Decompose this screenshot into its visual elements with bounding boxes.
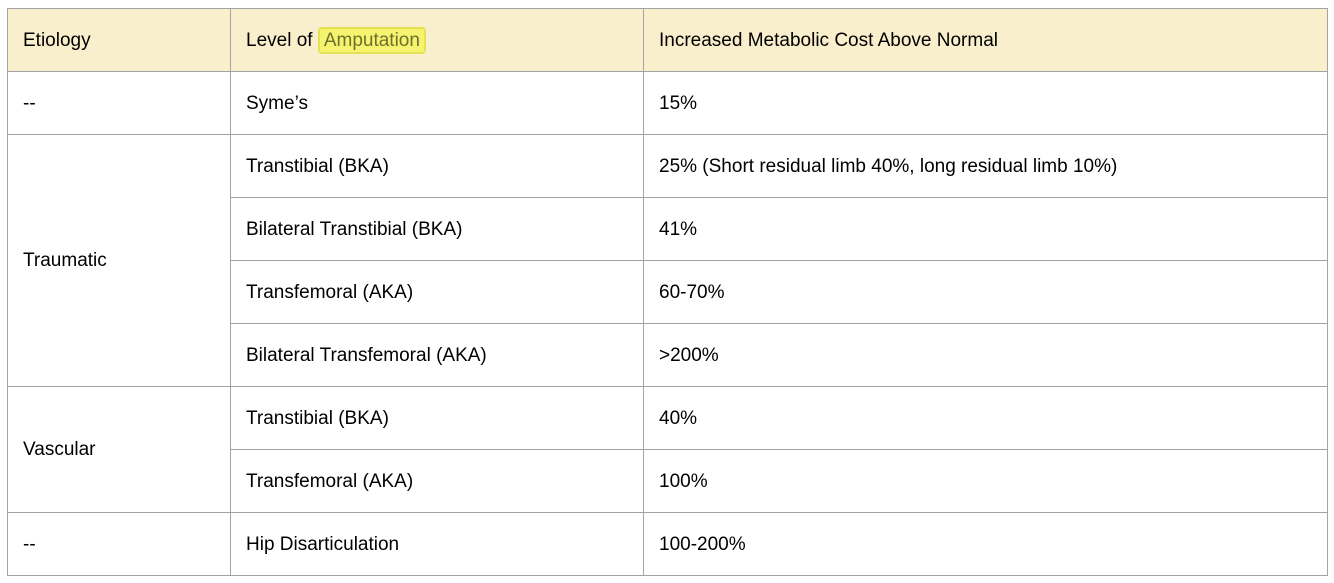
level-cell: Bilateral Transtibial (BKA) bbox=[230, 197, 644, 261]
cost-cell: >200% bbox=[643, 323, 1328, 387]
etiology-cell: Vascular bbox=[7, 386, 231, 513]
document-table-container: Etiology Level of Amputation Increased M… bbox=[7, 8, 1328, 576]
table-row: Transfemoral (AKA) 60-70% bbox=[8, 260, 1328, 324]
cost-cell: 100-200% bbox=[643, 512, 1328, 576]
level-cell: Transfemoral (AKA) bbox=[230, 260, 644, 324]
cost-cell: 25% (Short residual limb 40%, long resid… bbox=[643, 134, 1328, 198]
cost-cell: 15% bbox=[643, 71, 1328, 135]
cost-cell: 41% bbox=[643, 197, 1328, 261]
level-cell: Syme’s bbox=[230, 71, 644, 135]
level-cell: Bilateral Transfemoral (AKA) bbox=[230, 323, 644, 387]
metabolic-cost-table: Etiology Level of Amputation Increased M… bbox=[7, 8, 1328, 576]
cost-cell: 100% bbox=[643, 449, 1328, 513]
column-header-etiology: Etiology bbox=[7, 8, 231, 72]
etiology-cell: -- bbox=[7, 71, 231, 135]
column-header-level-text: Level of bbox=[246, 29, 313, 51]
column-header-level: Level of Amputation bbox=[230, 8, 644, 72]
search-highlighted-term: Amputation bbox=[317, 26, 426, 54]
table-row: -- Syme’s 15% bbox=[7, 71, 1328, 135]
level-cell: Hip Disarticulation bbox=[230, 512, 644, 576]
etiology-cell: -- bbox=[7, 512, 231, 576]
column-header-cost: Increased Metabolic Cost Above Normal bbox=[643, 8, 1328, 72]
etiology-cell: Traumatic bbox=[7, 134, 231, 387]
table-row: Bilateral Transfemoral (AKA) >200% bbox=[8, 323, 1328, 387]
table-row: Vascular Transtibial (BKA) 40% bbox=[7, 386, 1328, 513]
level-cell: Transtibial (BKA) bbox=[230, 134, 644, 198]
table-row: -- Hip Disarticulation 100-200% bbox=[7, 512, 1328, 576]
header-row: Etiology Level of Amputation Increased M… bbox=[7, 8, 1328, 72]
cost-cell: 60-70% bbox=[643, 260, 1328, 324]
level-cell: Transfemoral (AKA) bbox=[230, 449, 644, 513]
table-row: Traumatic Transtibial (BKA) 25% (Short r… bbox=[7, 134, 1328, 387]
table-row: Transfemoral (AKA) 100% bbox=[8, 449, 1328, 513]
cost-cell: 40% bbox=[643, 386, 1328, 450]
level-cell: Transtibial (BKA) bbox=[230, 386, 644, 450]
table-row: Bilateral Transtibial (BKA) 41% bbox=[8, 197, 1328, 261]
